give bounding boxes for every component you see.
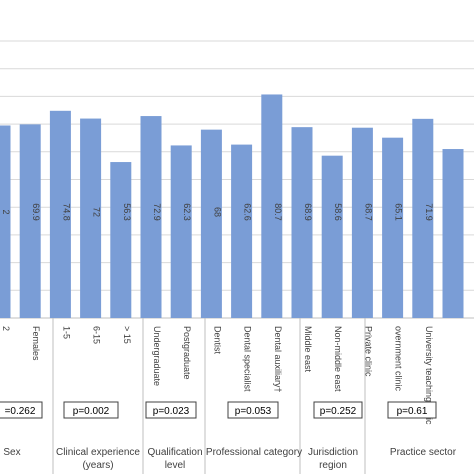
category-label: 1-5 <box>61 326 71 339</box>
category-label: 6-15 <box>92 326 102 344</box>
bar <box>49 110 71 318</box>
group-name: level <box>165 460 186 471</box>
data-label: 68 <box>212 207 222 217</box>
category-label: Dental specialist <box>243 326 253 392</box>
p-value-box <box>227 401 279 419</box>
bar <box>19 124 41 318</box>
group-name: Jurisdiction <box>308 447 358 458</box>
p-value-box <box>313 401 363 419</box>
group-name: Practice sector <box>390 447 457 458</box>
category-label: overnment clinic <box>394 326 404 392</box>
p-value-label: p=0.252 <box>320 406 357 417</box>
p-value-box <box>0 401 43 419</box>
group-name: Sex <box>3 447 20 458</box>
bar <box>382 137 404 318</box>
p-value-label: p=0.023 <box>153 406 190 417</box>
category-label: Dental auxiliary† <box>273 326 283 393</box>
data-label: 74.8 <box>61 203 71 221</box>
p-value-box <box>63 401 119 419</box>
category-label: Dentist <box>212 326 222 355</box>
category-label: Undergraduate <box>152 326 162 386</box>
data-label: 69.9 <box>31 203 41 221</box>
category-label: Private clinic <box>363 326 373 377</box>
group-name: (years) <box>82 460 113 471</box>
category-label: University teaching clinic <box>424 326 434 425</box>
data-label: 56.3 <box>122 203 132 221</box>
bar <box>291 127 313 318</box>
bar <box>442 149 464 318</box>
bar <box>231 144 253 318</box>
group-name: Qualification <box>147 447 202 458</box>
data-label: 71.9 <box>424 203 434 221</box>
group-name: Professional category <box>206 447 302 458</box>
bar <box>321 155 343 318</box>
category-label: Postgraduate <box>182 326 192 380</box>
group-name: region <box>319 460 347 471</box>
data-label: 62.6 <box>243 203 253 221</box>
data-label: 65.1 <box>394 203 404 221</box>
bar <box>80 118 102 318</box>
bar <box>261 94 283 318</box>
data-label: 2 <box>1 209 11 214</box>
p-value-label: p=0.053 <box>235 406 272 417</box>
data-label: 72 <box>92 207 102 217</box>
p-value-label: p=0.61 <box>397 406 428 417</box>
bar <box>140 116 162 318</box>
data-label: 68.7 <box>363 203 373 221</box>
group-name: Clinical experience <box>56 447 140 458</box>
data-label: 58.6 <box>333 203 343 221</box>
data-label: 80.7 <box>273 203 283 221</box>
data-label: 62.3 <box>182 203 192 221</box>
category-label: Non-middle east <box>333 326 343 392</box>
category-label: 2 <box>1 326 11 331</box>
category-label: Middle east <box>303 326 313 373</box>
p-value-label: =0.262 <box>5 406 36 417</box>
category-label: > 15 <box>122 326 132 344</box>
bar <box>351 127 373 319</box>
bar <box>0 125 11 318</box>
p-value-box <box>387 401 437 419</box>
p-value-label: p=0.002 <box>73 406 110 417</box>
p-value-box <box>145 401 197 419</box>
bar <box>110 162 132 318</box>
data-label: 68.9 <box>303 203 313 221</box>
bar <box>412 118 434 318</box>
bar <box>170 145 192 318</box>
bar <box>200 129 222 318</box>
data-label: 72.9 <box>152 203 162 221</box>
category-label: Females <box>31 326 41 361</box>
